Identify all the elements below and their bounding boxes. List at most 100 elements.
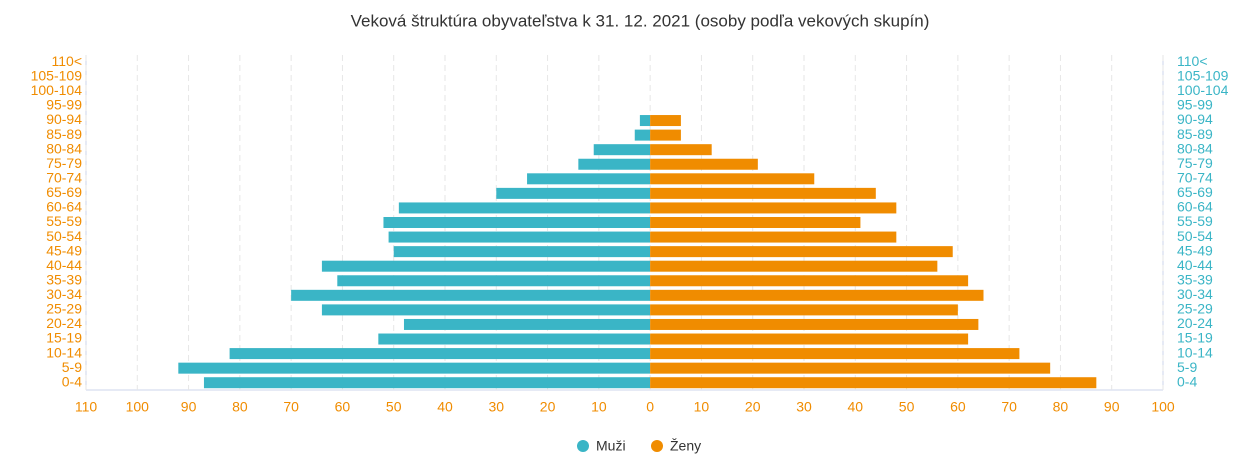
bar — [650, 289, 984, 301]
y-tick-label-left: 90-94 — [46, 111, 82, 127]
y-tick-label-left: 100-104 — [31, 82, 83, 98]
bar — [650, 318, 979, 330]
bar — [650, 202, 897, 214]
legend-marker — [577, 440, 589, 452]
y-tick-label-left: 85-89 — [46, 126, 82, 142]
x-tick-label: 10 — [694, 399, 710, 415]
x-tick-label: 30 — [488, 399, 504, 415]
y-tick-label-right: 90-94 — [1177, 111, 1213, 127]
y-tick-label-right: 75-79 — [1177, 155, 1213, 171]
x-tick-label: 60 — [950, 399, 966, 415]
bar — [650, 362, 1051, 374]
x-tick-label: 40 — [847, 399, 863, 415]
bar — [291, 289, 651, 301]
x-tick-label: 100 — [1151, 399, 1175, 415]
bar — [403, 318, 651, 330]
y-tick-label-right: 105-109 — [1177, 68, 1229, 84]
y-tick-label-right: 0-4 — [1177, 373, 1197, 389]
x-tick-label: 60 — [335, 399, 351, 415]
y-tick-label-right: 50-54 — [1177, 228, 1213, 244]
y-tick-label-left: 70-74 — [46, 170, 82, 186]
bar — [578, 158, 651, 170]
y-tick-label-left: 60-64 — [46, 199, 82, 215]
bar — [321, 260, 651, 272]
y-tick-label-left: 55-59 — [46, 213, 82, 229]
x-tick-label: 0 — [646, 399, 654, 415]
y-tick-label-left: 75-79 — [46, 155, 82, 171]
y-tick-label-right: 40-44 — [1177, 257, 1213, 273]
y-tick-label-left: 95-99 — [46, 97, 82, 113]
bar — [650, 158, 758, 170]
x-tick-label: 80 — [232, 399, 248, 415]
y-tick-label-right: 70-74 — [1177, 170, 1213, 186]
bar — [650, 115, 681, 127]
y-tick-label-right: 25-29 — [1177, 301, 1213, 317]
y-tick-label-left: 45-49 — [46, 242, 82, 258]
y-tick-label-right: 45-49 — [1177, 242, 1213, 258]
bar — [229, 348, 651, 360]
x-tick-label: 70 — [283, 399, 299, 415]
x-tick-label: 50 — [899, 399, 915, 415]
x-tick-label: 80 — [1053, 399, 1069, 415]
y-tick-label-right: 5-9 — [1177, 359, 1197, 375]
bar — [398, 202, 651, 214]
x-tick-label: 70 — [1001, 399, 1017, 415]
bar — [650, 275, 969, 287]
legend-marker — [651, 440, 663, 452]
chart-title: Veková štruktúra obyvateľstva k 31. 12. … — [351, 11, 930, 30]
bar — [634, 129, 651, 141]
bar — [650, 144, 712, 156]
bar — [496, 187, 651, 199]
y-tick-label-right: 30-34 — [1177, 286, 1213, 302]
bar — [650, 217, 861, 228]
y-tick-label-left: 35-39 — [46, 271, 82, 287]
y-tick-label-right: 85-89 — [1177, 126, 1213, 142]
y-tick-label-left: 25-29 — [46, 301, 82, 317]
bar — [650, 173, 815, 185]
legend-label: Muži — [596, 438, 626, 454]
x-tick-label: 50 — [386, 399, 402, 415]
bar — [337, 275, 651, 287]
bar — [650, 187, 876, 199]
bar — [650, 260, 938, 272]
y-tick-label-left: 20-24 — [46, 315, 82, 331]
y-tick-label-right: 110< — [1177, 53, 1208, 69]
bar — [650, 348, 1020, 360]
y-tick-label-left: 15-19 — [46, 330, 82, 346]
x-tick-label: 30 — [796, 399, 812, 415]
bar — [650, 246, 953, 258]
x-tick-label: 20 — [540, 399, 556, 415]
y-tick-label-left: 10-14 — [46, 344, 82, 360]
y-tick-label-right: 80-84 — [1177, 140, 1213, 156]
y-tick-label-left: 5-9 — [62, 359, 82, 375]
bar — [378, 333, 651, 345]
y-tick-label-right: 35-39 — [1177, 271, 1213, 287]
bar — [593, 144, 651, 156]
bar — [650, 304, 958, 316]
y-tick-label-right: 60-64 — [1177, 199, 1213, 215]
bar — [650, 231, 897, 243]
x-tick-label: 10 — [591, 399, 607, 415]
x-tick-label: 100 — [126, 399, 150, 415]
bar — [203, 377, 651, 389]
x-tick-label: 40 — [437, 399, 453, 415]
bar — [650, 377, 1097, 389]
bar — [383, 217, 651, 228]
y-tick-label-left: 0-4 — [62, 373, 82, 389]
x-tick-label: 90 — [181, 399, 197, 415]
y-tick-label-left: 50-54 — [46, 228, 82, 244]
x-tick-label: 90 — [1104, 399, 1120, 415]
y-tick-label-right: 55-59 — [1177, 213, 1213, 229]
bar — [650, 129, 681, 141]
legend-label: Ženy — [670, 438, 701, 454]
y-tick-label-left: 105-109 — [31, 68, 83, 84]
y-tick-label-right: 65-69 — [1177, 184, 1213, 200]
bar — [639, 115, 651, 127]
y-tick-label-right: 95-99 — [1177, 97, 1213, 113]
y-tick-label-left: 40-44 — [46, 257, 82, 273]
bar — [527, 173, 651, 185]
x-tick-label: 110 — [75, 399, 98, 415]
bar — [393, 246, 651, 258]
y-tick-label-left: 65-69 — [46, 184, 82, 200]
